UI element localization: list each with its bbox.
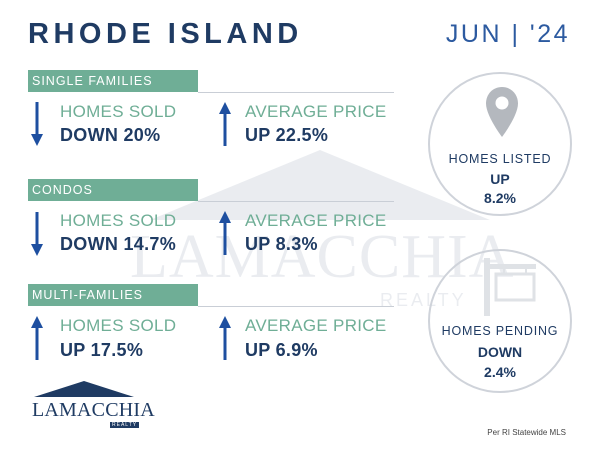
homes-sold-label: HOMES SOLD — [60, 211, 177, 230]
section-divider — [198, 92, 394, 93]
homes-pending-percent: 2.4% — [484, 364, 516, 380]
homes-listed-circle — [428, 72, 572, 216]
lamacchia-logo: LAMACCHIA REALTY — [30, 381, 155, 433]
down-arrow-icon — [31, 102, 43, 146]
average-price-label: AVERAGE PRICE — [245, 211, 387, 230]
up-arrow-icon — [219, 211, 231, 255]
report-date: JUN | '24 — [445, 20, 570, 48]
down-arrow-icon — [31, 212, 43, 256]
homes-listed-percent: 8.2% — [484, 190, 516, 206]
source-note: Per RI Statewide MLS — [487, 428, 566, 437]
average-price-label: AVERAGE PRICE — [245, 102, 387, 121]
map-pin-icon — [485, 86, 519, 138]
section-header-condos: CONDOS — [28, 179, 198, 201]
section-divider — [198, 306, 394, 307]
homes-pending-label: HOMES PENDING — [441, 324, 559, 338]
section-header-single-families: SINGLE FAMILIES — [28, 70, 198, 92]
up-arrow-icon — [219, 102, 231, 146]
homes-sold-label: HOMES SOLD — [60, 102, 177, 121]
page-title: RHODE ISLAND — [28, 18, 303, 50]
logo-text: LAMACCHIA — [32, 399, 155, 421]
homes-sold-value: UP 17.5% — [60, 340, 144, 360]
homes-sold-value: DOWN 20% — [60, 125, 161, 145]
homes-sold-value: DOWN 14.7% — [60, 234, 177, 254]
average-price-value: UP 8.3% — [245, 234, 318, 254]
homes-pending-circle — [428, 249, 572, 393]
sale-sign-icon — [478, 258, 538, 316]
average-price-label: AVERAGE PRICE — [245, 316, 387, 335]
up-arrow-icon — [31, 316, 43, 360]
average-price-value: UP 22.5% — [245, 125, 329, 145]
logo-subtext: REALTY — [110, 422, 140, 428]
average-price-value: UP 6.9% — [245, 340, 318, 360]
logo-roof — [34, 381, 134, 397]
homes-listed-direction: UP — [490, 171, 510, 187]
homes-sold-label: HOMES SOLD — [60, 316, 177, 335]
section-header-multi-families: MULTI-FAMILIES — [28, 284, 198, 306]
section-divider — [198, 201, 394, 202]
homes-listed-label: HOMES LISTED — [448, 152, 552, 166]
up-arrow-icon — [219, 316, 231, 360]
homes-pending-direction: DOWN — [477, 344, 523, 360]
